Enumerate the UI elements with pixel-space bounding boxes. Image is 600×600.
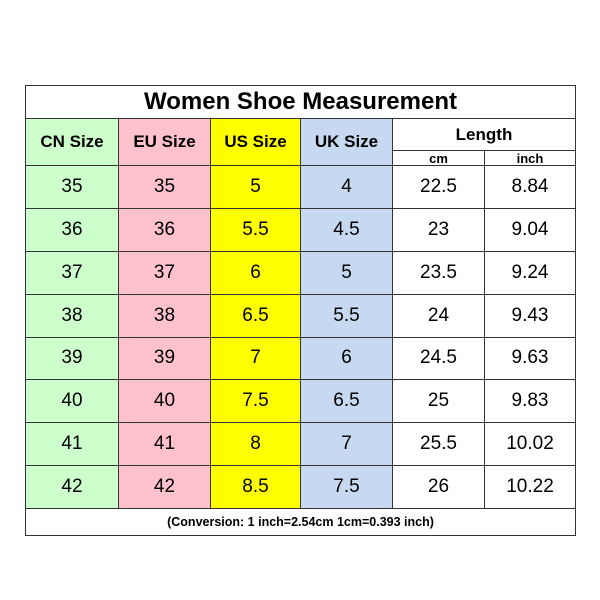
- table-cell: 8.5: [210, 465, 301, 509]
- table-cell: 25.5: [392, 422, 485, 467]
- table-cell: 23.5: [392, 250, 485, 295]
- table-cell: 5: [300, 250, 393, 295]
- table-cell: 4.5: [300, 207, 393, 252]
- table-cell: 37: [25, 250, 119, 295]
- table-cell: 23: [392, 207, 485, 252]
- table-cell: 5.5: [210, 207, 301, 252]
- table-cell: 9.24: [484, 250, 576, 295]
- table-cell: 6: [300, 336, 393, 381]
- length-header: Length: [392, 118, 576, 151]
- column-header: EU Size: [118, 118, 211, 166]
- table-cell: 38: [118, 293, 211, 338]
- table-cell: 7: [300, 422, 393, 467]
- table-cell: 24: [392, 293, 485, 338]
- table-cell: 41: [118, 422, 211, 467]
- table-cell: 36: [25, 207, 119, 252]
- column-header: UK Size: [300, 118, 393, 166]
- table-cell: 35: [25, 165, 119, 209]
- table-cell: 39: [25, 336, 119, 381]
- column-header: CN Size: [25, 118, 119, 166]
- table-cell: 5: [210, 165, 301, 209]
- table-cell: 6.5: [210, 293, 301, 338]
- table-cell: 10.22: [484, 465, 576, 509]
- column-header: US Size: [210, 118, 301, 166]
- table-cell: 25: [392, 379, 485, 424]
- table-cell: 41: [25, 422, 119, 467]
- unit-header: cm: [392, 150, 485, 166]
- table-cell: 7.5: [210, 379, 301, 424]
- table-cell: 22.5: [392, 165, 485, 209]
- table-cell: 26: [392, 465, 485, 509]
- table-cell: 35: [118, 165, 211, 209]
- footer-note: (Conversion: 1 inch=2.54cm 1cm=0.393 inc…: [25, 508, 576, 536]
- table-cell: 40: [118, 379, 211, 424]
- table-cell: 39: [118, 336, 211, 381]
- table-cell: 42: [25, 465, 119, 509]
- table-cell: 38: [25, 293, 119, 338]
- table-cell: 5.5: [300, 293, 393, 338]
- table-cell: 24.5: [392, 336, 485, 381]
- table-cell: 40: [25, 379, 119, 424]
- table-cell: 37: [118, 250, 211, 295]
- table-cell: 4: [300, 165, 393, 209]
- table-cell: 8: [210, 422, 301, 467]
- table-cell: 7.5: [300, 465, 393, 509]
- table-cell: 9.43: [484, 293, 576, 338]
- table-cell: 9.83: [484, 379, 576, 424]
- table-cell: 8.84: [484, 165, 576, 209]
- table-cell: 10.02: [484, 422, 576, 467]
- table-cell: 9.04: [484, 207, 576, 252]
- table-cell: 6.5: [300, 379, 393, 424]
- table-cell: 6: [210, 250, 301, 295]
- table-cell: 42: [118, 465, 211, 509]
- unit-header: inch: [484, 150, 576, 166]
- table-title: Women Shoe Measurement: [25, 85, 576, 119]
- table-cell: 9.63: [484, 336, 576, 381]
- table-cell: 36: [118, 207, 211, 252]
- table-cell: 7: [210, 336, 301, 381]
